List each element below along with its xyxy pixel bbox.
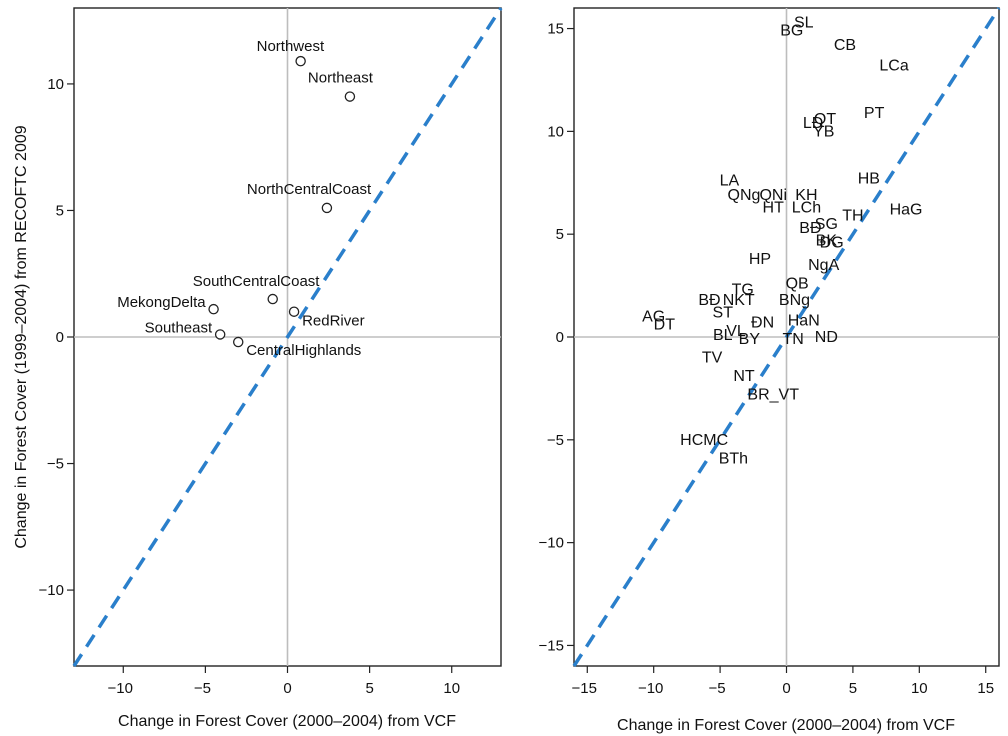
point-label-lca-3: LCa — [879, 58, 908, 75]
point-label-qng-10: QNg — [728, 187, 761, 204]
point-label-ht-14: HT — [763, 199, 785, 216]
point-marker-southeast — [214, 329, 226, 340]
point-marker-redriver — [288, 306, 300, 317]
point-label-sl-0: SL — [794, 14, 814, 31]
point-label-southeast: Southeast — [145, 319, 213, 336]
x-tick-label: 5 — [849, 680, 857, 697]
y-tick-label: −10 — [39, 582, 64, 599]
point-label-kh-12: KH — [795, 187, 817, 204]
y-tick-label: 0 — [56, 329, 64, 346]
point-label-nkt-26: NKT — [723, 292, 755, 309]
point-label-by-35: BY — [739, 331, 761, 348]
point-label-b-25: BĐ — [698, 292, 720, 309]
x-axis-label-right: Change in Forest Cover (2000–2004) from … — [617, 717, 955, 734]
point-label-northwest: Northwest — [257, 38, 325, 55]
x-tick-label: 10 — [911, 680, 928, 697]
point-label-nga-22: NgA — [808, 257, 839, 274]
x-ticks-right: −15 −10 −5 0 5 10 15 — [572, 666, 994, 697]
point-marker-centralhighlands — [232, 336, 244, 348]
point-label-nd-37: ND — [815, 329, 838, 346]
y-axis-label-left: Change in Forest Cover (1999–2004) from … — [13, 125, 30, 548]
y-ticks-right: 15 10 5 0 −5 −10 −15 — [539, 21, 574, 654]
point-label-hag-13: HaG — [890, 202, 923, 219]
point-label-qni-11: QNi — [759, 187, 787, 204]
point-label-hb-8: HB — [858, 171, 880, 188]
x-ticks-left: −10 −5 0 5 10 — [108, 666, 460, 697]
plot-content-left: Northwest Northeast NorthCentralCoast South… — [72, 7, 503, 667]
point-label-vl-34: VL — [726, 323, 746, 340]
point-label-sg-18: SG — [815, 216, 838, 233]
y-tick-label: 15 — [547, 21, 564, 38]
point-label-yb-7: YB — [813, 123, 834, 140]
point-label-st-28: ST — [713, 304, 734, 321]
point-label-mekongdelta: MekongDelta — [117, 294, 206, 311]
y-tick-label: 10 — [547, 123, 564, 140]
point-label-la-9: LA — [720, 173, 740, 190]
point-marker-northcentralcoast — [321, 202, 333, 214]
point-label-qb-23: QB — [786, 276, 809, 293]
point-label-bl-33: BL — [713, 327, 733, 344]
point-label-tv-38: TV — [702, 350, 723, 367]
x-tick-label: −5 — [709, 680, 726, 697]
point-marker-mekongdelta — [208, 303, 219, 315]
point-label-lch-15: LCh — [792, 199, 821, 216]
point-label-bth-42: BTh — [719, 450, 748, 467]
y-tick-label: −10 — [539, 535, 564, 552]
x-tick-label: −10 — [108, 680, 133, 697]
point-label-n-31: ĐN — [751, 315, 774, 332]
point-label-northeast: Northeast — [308, 70, 374, 87]
point-label-pt-4: PT — [864, 105, 885, 122]
x-tick-label: −15 — [572, 680, 597, 697]
x-tick-label: 0 — [782, 680, 790, 697]
point-label-han-32: HaN — [788, 313, 820, 330]
y-tick-label: 10 — [47, 76, 64, 93]
point-label-bng-27: BNg — [779, 292, 810, 309]
point-label-redriver: RedRiver — [302, 313, 365, 330]
point-label-l-6: LĐ — [803, 115, 823, 132]
panel-regions: Northwest Northeast NorthCentralCoast South… — [13, 7, 503, 730]
point-label-tn-36: TN — [782, 331, 803, 348]
point-label-southcentralcoast: SouthCentralCoast — [193, 273, 321, 290]
y-tick-label: 5 — [56, 202, 64, 219]
point-label-bg-1: BG — [780, 23, 803, 40]
point-label-ag-29: AG — [642, 308, 665, 325]
point-label-dt-30: DT — [654, 317, 676, 334]
point-label-northcentralcoast: NorthCentralCoast — [247, 181, 372, 198]
point-marker-northwest — [295, 55, 306, 67]
y-tick-label: −5 — [47, 456, 64, 473]
x-tick-label: 15 — [977, 680, 994, 697]
point-label-nt-39: NT — [733, 368, 755, 385]
x-tick-label: 0 — [283, 680, 291, 697]
point-label-hp-21: HP — [749, 251, 771, 268]
y-tick-label: 0 — [556, 329, 564, 346]
x-tick-label: 10 — [443, 680, 460, 697]
y-ticks-left: 10 5 0 −5 −10 — [39, 76, 74, 599]
point-label-qt-5: QT — [814, 111, 836, 128]
point-marker-southcentralcoast — [267, 293, 278, 305]
point-label-centralhighlands: CentralHighlands — [246, 342, 361, 359]
point-label-br-vt-40: BR_VT — [747, 387, 799, 404]
point-label-cb-2: CB — [834, 37, 856, 54]
y-tick-label: −15 — [539, 637, 564, 654]
point-label-g-20: ĐG — [820, 234, 844, 251]
point-label-bk-19: BK — [816, 232, 838, 249]
point-label-th-16: TH — [842, 208, 863, 225]
identity-line-left — [72, 7, 503, 667]
y-tick-label: 5 — [556, 226, 564, 243]
point-label-b-17: BĐ — [799, 220, 821, 237]
x-axis-label-left: Change in Forest Cover (2000–2004) from … — [118, 713, 456, 730]
x-tick-label: −5 — [194, 680, 211, 697]
point-label-tg-24: TG — [732, 282, 754, 299]
identity-line-right — [572, 7, 1001, 667]
y-tick-label: −5 — [547, 432, 564, 449]
point-label-hcmc-41: HCMC — [680, 432, 728, 449]
x-tick-label: −10 — [638, 680, 663, 697]
x-tick-label: 5 — [365, 680, 373, 697]
point-marker-northeast — [344, 91, 356, 102]
